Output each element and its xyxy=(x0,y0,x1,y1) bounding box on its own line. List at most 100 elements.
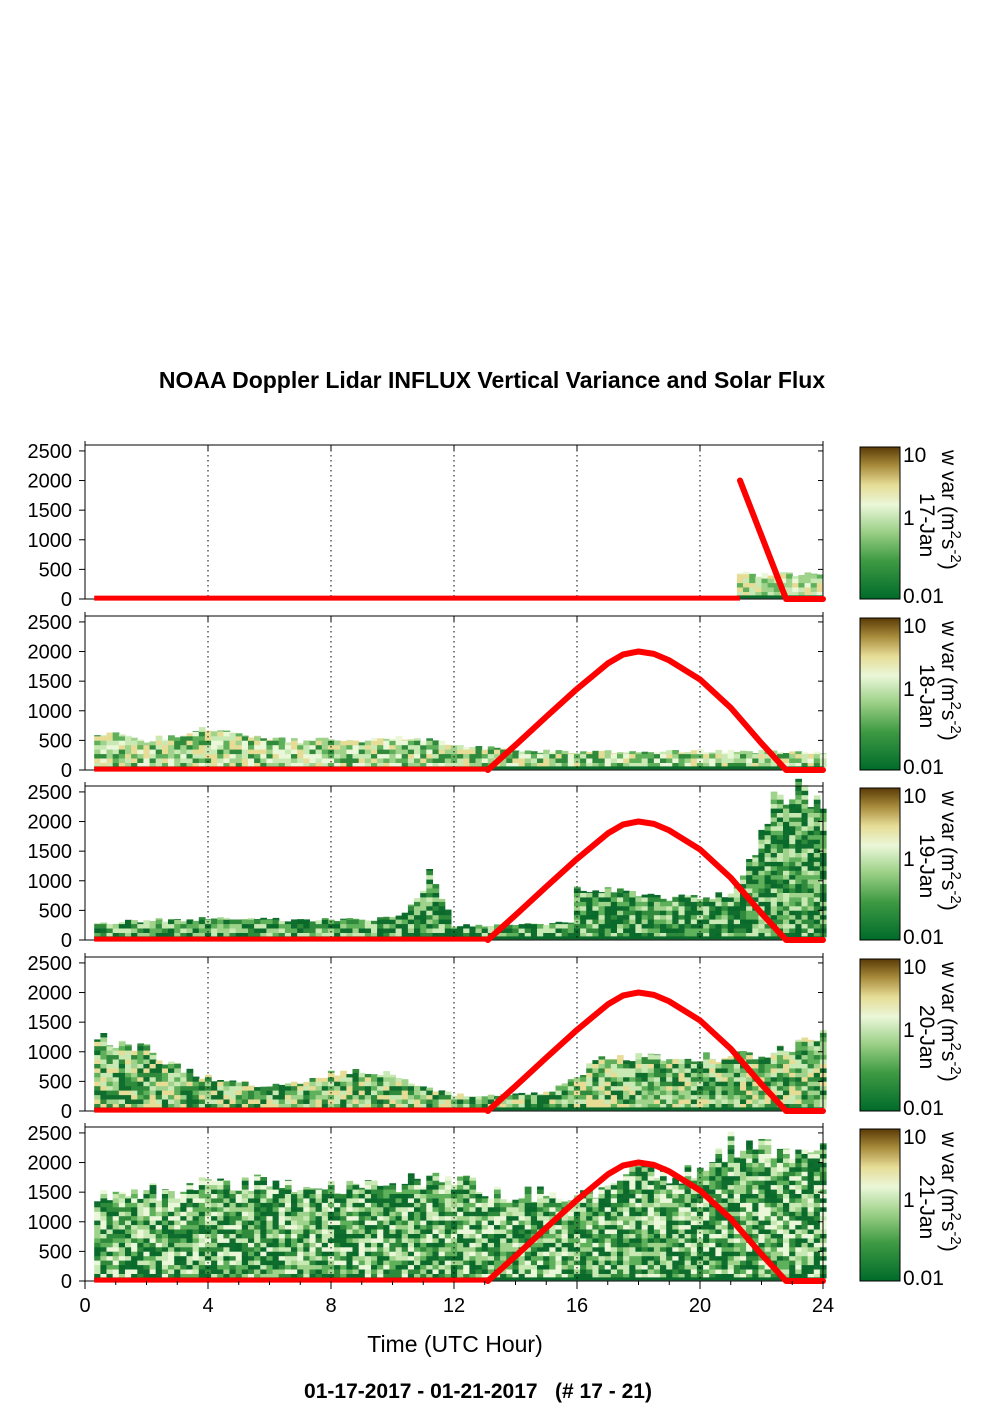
heatmap-cell xyxy=(346,1189,354,1194)
heatmap-cell xyxy=(229,1198,237,1203)
heatmap-cell xyxy=(192,1081,200,1087)
heatmap-cell xyxy=(229,1080,237,1082)
heatmap-cell xyxy=(186,1193,194,1199)
heatmap-cell xyxy=(629,1269,636,1274)
heatmap-cell xyxy=(795,932,802,938)
heatmap-cell xyxy=(635,758,643,763)
heatmap-cell xyxy=(371,1076,378,1082)
heatmap-cell xyxy=(161,1076,169,1082)
heatmap-cell xyxy=(125,1063,132,1069)
heatmap-cell xyxy=(512,1215,520,1221)
heatmap-cell xyxy=(795,803,802,809)
heatmap-cell xyxy=(801,753,809,759)
colorbar-tick-label: 0.01 xyxy=(903,756,944,779)
heatmap-cell xyxy=(131,744,138,750)
heatmap-cell xyxy=(340,1220,347,1226)
heatmap-cell xyxy=(641,1269,649,1274)
heatmap-cell xyxy=(334,1076,341,1082)
heatmap-cell xyxy=(518,1264,526,1270)
heatmap-cell xyxy=(450,1242,458,1248)
heatmap-cell xyxy=(617,1211,624,1217)
heatmap-cell xyxy=(143,1193,151,1199)
heatmap-cell xyxy=(530,1092,538,1096)
heatmap-cell xyxy=(450,1233,458,1239)
heatmap-cell xyxy=(125,740,132,746)
heatmap-cell xyxy=(635,1246,643,1252)
heatmap-cell xyxy=(740,1099,747,1104)
heatmap-cell xyxy=(617,752,624,755)
heatmap-cell xyxy=(278,762,286,768)
heatmap-cell xyxy=(278,932,286,938)
heatmap-cell xyxy=(100,1063,108,1069)
heatmap-cell xyxy=(223,731,231,737)
heatmap-cell xyxy=(444,923,452,929)
heatmap-cell xyxy=(463,1207,470,1212)
heatmap-cell xyxy=(149,1233,157,1239)
heatmap-cell xyxy=(321,1242,329,1248)
heatmap-cell xyxy=(260,1193,267,1199)
heatmap-cell xyxy=(487,1207,495,1212)
unit-part: s xyxy=(937,710,960,721)
heatmap-cell xyxy=(340,923,347,929)
heatmap-cell xyxy=(500,1255,507,1261)
heatmap-cell xyxy=(161,1189,169,1194)
heatmap-cell xyxy=(740,910,747,916)
heatmap-cell xyxy=(444,1269,452,1274)
heatmap-cell xyxy=(211,1207,218,1212)
heatmap-cell xyxy=(100,1233,108,1239)
heatmap-cell xyxy=(758,892,766,898)
heatmap-cell xyxy=(481,753,489,759)
heatmap-cell xyxy=(598,1056,606,1060)
heatmap-cell xyxy=(106,1246,114,1252)
heatmap-cell xyxy=(549,1202,557,1208)
heatmap-cell xyxy=(303,762,310,768)
heatmap-cell xyxy=(635,1273,643,1279)
heatmap-cell xyxy=(414,1198,421,1203)
heatmap-cell xyxy=(414,1224,421,1230)
heatmap-cell xyxy=(573,1207,581,1212)
heatmap-cell xyxy=(143,923,151,929)
heatmap-cell xyxy=(678,758,686,763)
heatmap-cell xyxy=(278,1207,286,1212)
heatmap-cell xyxy=(727,893,735,898)
heatmap-cell xyxy=(727,1068,735,1073)
heatmap-cell xyxy=(635,896,643,898)
heatmap-cell xyxy=(475,753,483,759)
heatmap-cell xyxy=(469,1264,477,1270)
heatmap-cell xyxy=(143,1273,151,1279)
heatmap-cell xyxy=(315,932,323,938)
heatmap-cell xyxy=(241,1229,249,1234)
heatmap-cell xyxy=(223,730,231,732)
heatmap-cell xyxy=(789,1051,796,1056)
heatmap-cell xyxy=(758,834,766,840)
heatmap-cell xyxy=(106,1264,114,1270)
heatmap-cell xyxy=(463,1273,470,1279)
heatmap-cell xyxy=(198,1242,206,1248)
heatmap-cell xyxy=(118,1041,126,1047)
heatmap-cell xyxy=(789,834,796,840)
heatmap-cell xyxy=(358,1103,366,1109)
heatmap-cell xyxy=(733,919,741,925)
heatmap-cell xyxy=(248,923,255,929)
heatmap-cell xyxy=(389,1229,397,1234)
heatmap-cell xyxy=(623,1180,630,1186)
heatmap-cell xyxy=(383,1233,390,1239)
heatmap-cell xyxy=(463,932,470,938)
heatmap-cell xyxy=(543,1099,550,1104)
heatmap-cell xyxy=(795,866,802,871)
heatmap-cell xyxy=(610,1198,618,1203)
heatmap-cell xyxy=(137,1068,145,1073)
heatmap-cell xyxy=(660,1090,667,1096)
heatmap-cell xyxy=(377,1220,384,1226)
heatmap-cell xyxy=(192,1229,200,1234)
heatmap-cell xyxy=(813,817,821,822)
heatmap-cell xyxy=(371,1238,378,1243)
heatmap-cell xyxy=(653,1255,661,1261)
heatmap-cell xyxy=(346,1207,354,1212)
heatmap-cell xyxy=(143,1103,151,1109)
heatmap-cell xyxy=(537,1186,544,1190)
heatmap-cell xyxy=(100,1045,108,1051)
heatmap-cell xyxy=(192,1085,200,1091)
heatmap-cell xyxy=(180,1076,188,1082)
heatmap-cell xyxy=(764,839,772,845)
